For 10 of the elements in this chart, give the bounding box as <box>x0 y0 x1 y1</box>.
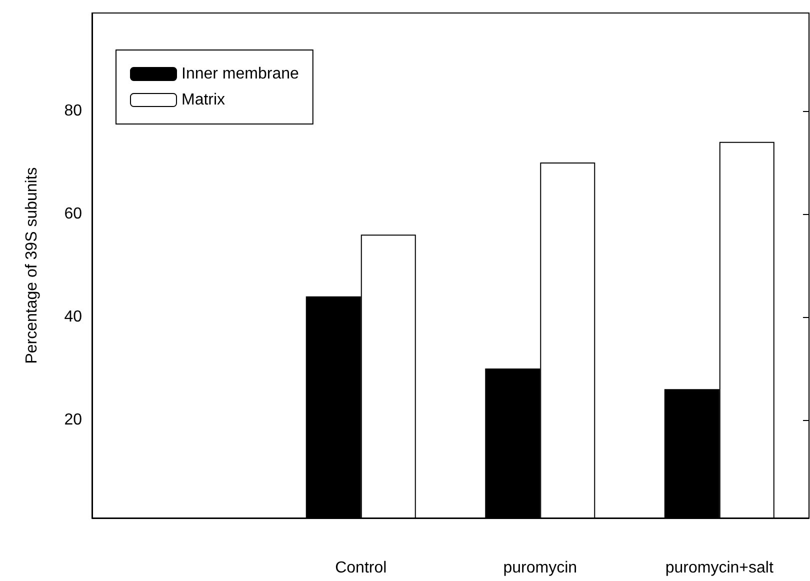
x-tick-label: Control <box>335 560 387 576</box>
legend-label: Inner membrane <box>182 66 299 82</box>
x-tick-label: puromycin <box>503 560 578 576</box>
y-tick-label: 20 <box>64 412 82 429</box>
legend-label: Matrix <box>182 92 226 108</box>
y-tick-label: 40 <box>64 308 82 326</box>
y-axis-title: Percentage of 39S subunits <box>24 167 40 364</box>
x-tick-label: puromycin+salt <box>665 560 774 576</box>
y-tick-label: 60 <box>64 205 82 222</box>
y-tick-label: 80 <box>64 102 82 120</box>
